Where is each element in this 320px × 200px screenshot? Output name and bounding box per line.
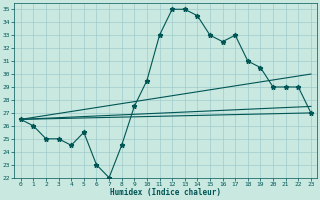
- X-axis label: Humidex (Indice chaleur): Humidex (Indice chaleur): [110, 188, 221, 197]
